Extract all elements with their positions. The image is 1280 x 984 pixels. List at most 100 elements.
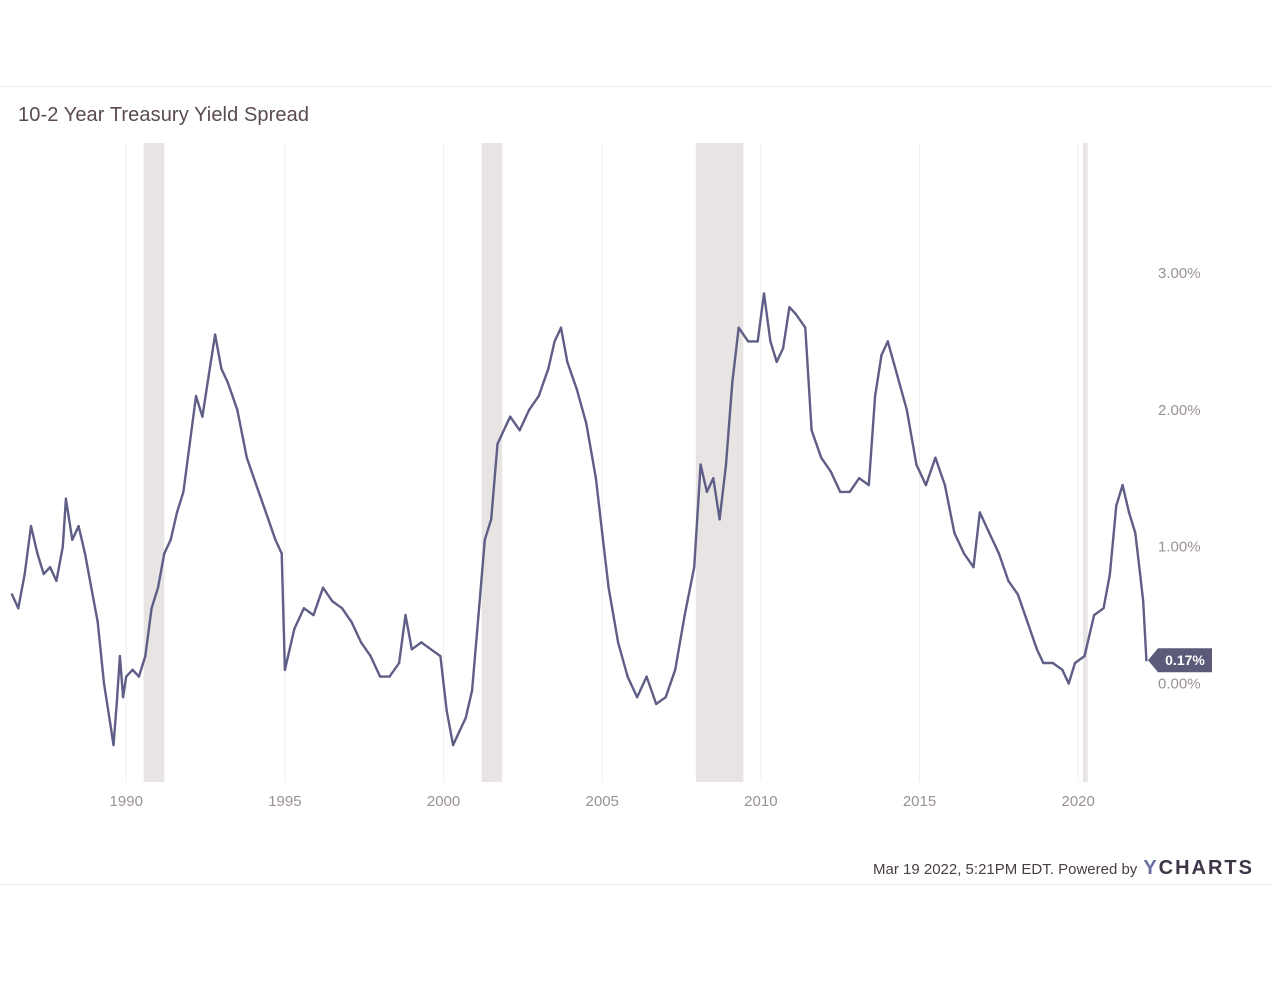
data-point-0-48	[321, 586, 325, 589]
data-point-0-36	[220, 367, 223, 370]
data-point-0-96	[712, 477, 715, 480]
data-point-0-4	[36, 552, 39, 555]
data-point-0-10	[71, 538, 74, 542]
data-point-0-116	[867, 483, 870, 487]
data-point-0-111	[819, 456, 823, 459]
data-point-0-11	[77, 524, 80, 528]
data-point-0-40	[255, 483, 258, 487]
data-point-0-117	[873, 394, 877, 398]
data-point-0-44	[283, 668, 287, 671]
data-point-0-81	[585, 422, 588, 425]
data-point-0-69	[489, 518, 493, 521]
data-point-0-147	[1127, 511, 1131, 514]
data-point-0-50	[340, 607, 344, 610]
data-point-0-7	[55, 579, 58, 583]
data-point-0-149	[1138, 572, 1142, 576]
current-value-badge: 0.17%	[1148, 648, 1212, 673]
data-point-0-67	[477, 613, 480, 617]
data-point-0-49	[331, 600, 334, 603]
data-point-0-89	[654, 702, 658, 706]
data-point-0-28	[169, 538, 172, 542]
data-point-0-146	[1121, 483, 1124, 487]
data-point-0-107	[788, 305, 791, 309]
data-point-0-5	[42, 572, 45, 576]
chart-card	[0, 86, 1272, 885]
data-point-0-51	[350, 620, 353, 624]
data-point-0-101	[746, 340, 750, 343]
data-point-0-9	[64, 497, 68, 500]
recession-band-3	[1082, 143, 1088, 782]
data-point-0-42	[274, 538, 277, 542]
data-point-0-79	[566, 360, 569, 364]
data-point-0-113	[839, 490, 842, 494]
data-point-0-46	[302, 607, 306, 610]
data-point-0-128	[972, 565, 975, 569]
data-point-0-74	[528, 408, 531, 412]
x-tick-label-1995: 1995	[268, 793, 301, 810]
data-point-0-75	[537, 394, 540, 398]
data-point-0-98	[724, 463, 728, 466]
data-point-0-83	[601, 531, 604, 535]
data-point-0-68	[483, 538, 487, 542]
data-point-0-52	[359, 641, 363, 644]
data-point-0-144	[1108, 572, 1112, 576]
data-point-0-114	[848, 490, 851, 494]
data-point-0-45	[293, 627, 296, 630]
data-point-0-8	[61, 545, 64, 548]
data-point-0-110	[810, 429, 813, 432]
data-point-0-108	[794, 312, 797, 316]
data-point-0-35	[213, 333, 217, 336]
x-tick-label-1990: 1990	[110, 793, 143, 810]
data-point-0-65	[464, 716, 467, 719]
data-point-0-33	[201, 415, 204, 418]
data-point-0-134	[1026, 620, 1029, 624]
recession-band-0	[143, 143, 165, 782]
data-point-0-6	[48, 565, 52, 569]
recession-band-1	[481, 143, 503, 782]
data-point-0-139	[1067, 682, 1070, 685]
data-point-0-103	[762, 292, 766, 295]
data-point-0-102	[756, 340, 759, 343]
data-point-0-56	[397, 661, 401, 665]
current-value-badge-shape	[1148, 648, 1212, 673]
data-point-0-135	[1035, 648, 1039, 651]
data-point-0-1	[17, 607, 20, 610]
data-point-0-132	[1007, 579, 1010, 583]
data-point-0-82	[594, 477, 598, 480]
x-tick-label-2015: 2015	[903, 793, 936, 810]
data-point-0-2	[23, 572, 26, 576]
data-point-0-71	[502, 429, 506, 432]
ycharts-logo-y: Y	[1143, 857, 1159, 879]
data-point-0-136	[1042, 661, 1045, 665]
data-point-0-125	[943, 483, 947, 487]
data-point-0-95	[705, 490, 709, 494]
x-tick-label-2005: 2005	[586, 793, 619, 810]
x-axis-tick-labels: 1990 1995 2000 2005 2010 2015 2020	[110, 793, 1095, 810]
data-point-0-137	[1051, 661, 1055, 665]
data-point-0-57	[404, 613, 407, 617]
data-point-0-99	[731, 381, 734, 384]
data-point-0-150	[1142, 600, 1145, 603]
data-point-0-61	[439, 654, 442, 658]
data-point-0-148	[1134, 531, 1137, 535]
data-point-0-90	[664, 695, 667, 699]
data-point-0-76	[547, 367, 550, 370]
data-point-0-32	[194, 394, 198, 398]
data-point-0-47	[312, 613, 315, 617]
data-point-0-22	[131, 668, 134, 671]
y-tick-label-0: 0.00%	[1158, 675, 1201, 692]
data-point-0-27	[163, 552, 166, 555]
data-point-0-12	[83, 552, 87, 555]
data-point-0-84	[607, 586, 610, 589]
ycharts-logo[interactable]: YCHARTS	[1143, 857, 1254, 880]
data-point-0-62	[445, 709, 448, 713]
data-point-0-88	[645, 675, 648, 678]
data-point-0-140	[1073, 661, 1077, 665]
data-point-0-3	[29, 524, 33, 528]
data-point-0-141	[1083, 654, 1086, 658]
data-point-0-87	[635, 695, 639, 699]
data-point-0-130	[988, 531, 991, 535]
data-point-0-38	[236, 408, 239, 412]
x-tick-label-2010: 2010	[744, 793, 777, 810]
